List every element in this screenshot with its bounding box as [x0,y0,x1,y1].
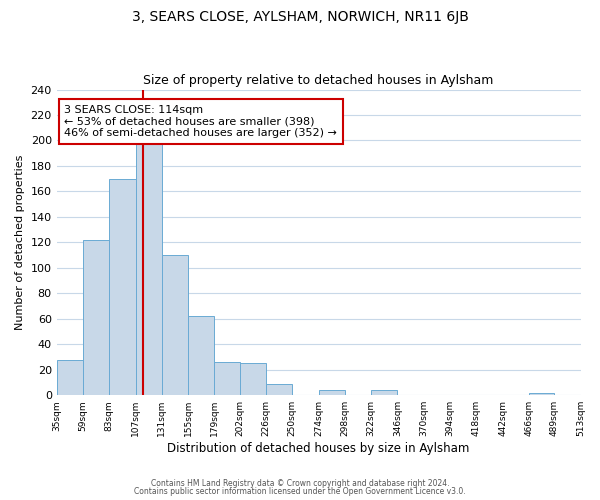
Bar [109,178,136,395]
Text: Contains HM Land Registry data © Crown copyright and database right 2024.: Contains HM Land Registry data © Crown c… [151,478,449,488]
Text: 3 SEARS CLOSE: 114sqm
← 53% of detached houses are smaller (398)
46% of semi-det: 3 SEARS CLOSE: 114sqm ← 53% of detached … [64,105,337,138]
Bar [56,360,83,395]
Text: 3, SEARS CLOSE, AYLSHAM, NORWICH, NR11 6JB: 3, SEARS CLOSE, AYLSHAM, NORWICH, NR11 6… [131,10,469,24]
Bar [136,143,162,395]
Bar [83,240,109,395]
Bar [266,384,292,395]
Bar [188,316,214,395]
Bar [162,255,188,395]
X-axis label: Distribution of detached houses by size in Aylsham: Distribution of detached houses by size … [167,442,470,455]
Y-axis label: Number of detached properties: Number of detached properties [15,154,25,330]
Bar [319,390,345,395]
Text: Contains public sector information licensed under the Open Government Licence v3: Contains public sector information licen… [134,487,466,496]
Bar [214,362,239,395]
Bar [239,364,266,395]
Title: Size of property relative to detached houses in Aylsham: Size of property relative to detached ho… [143,74,494,87]
Bar [371,390,397,395]
Bar [529,392,554,395]
